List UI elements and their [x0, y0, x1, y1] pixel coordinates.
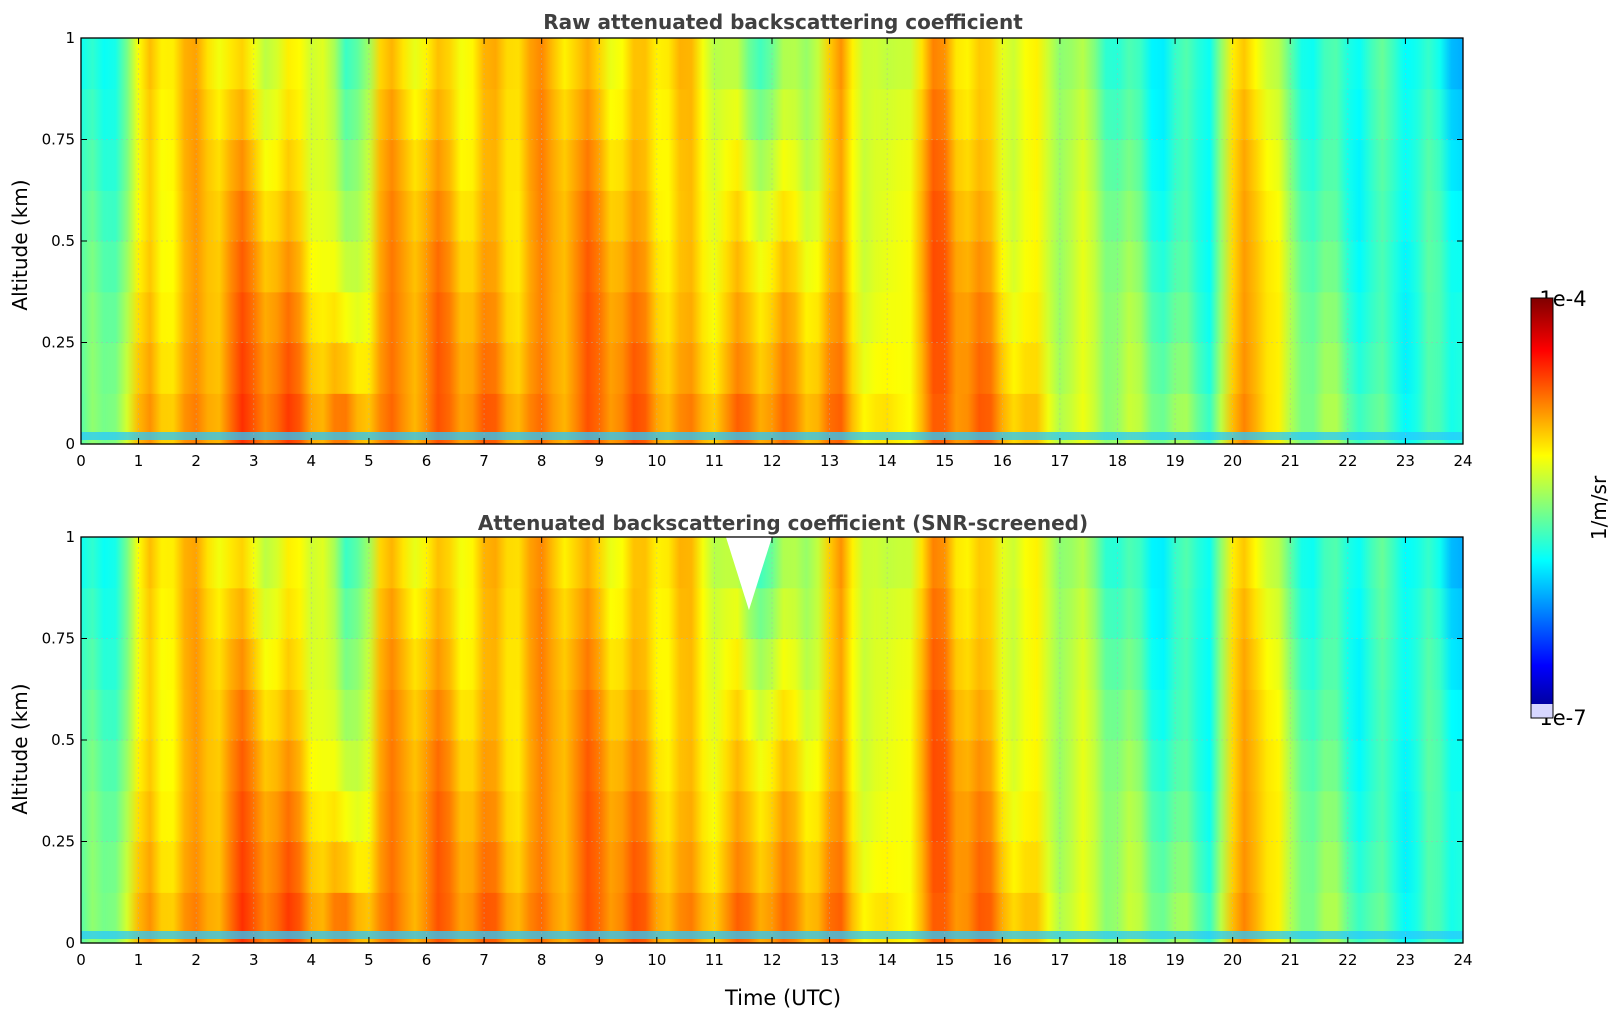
y-tick-label: 0.75 — [42, 630, 75, 648]
x-tick-label: 4 — [307, 452, 317, 470]
y-tick-label: 0 — [65, 435, 75, 453]
x-tick-label: 6 — [422, 452, 432, 470]
y-axis-ticks: 0 0.25 0.5 0.75 1 — [42, 528, 1463, 952]
screened-backscatter-panel: Attenuated backscattering coefficient (S… — [8, 511, 1473, 1010]
x-tick-label: 7 — [479, 951, 489, 969]
x-tick-label: 16 — [993, 951, 1012, 969]
x-tick-label: 9 — [594, 452, 604, 470]
screened-panel-title: Attenuated backscattering coefficient (S… — [478, 511, 1088, 535]
x-tick-label: 1 — [134, 951, 144, 969]
y-tick-label: 0.5 — [51, 731, 75, 749]
y-tick-label: 0.75 — [42, 131, 75, 149]
x-tick-label: 0 — [76, 951, 86, 969]
surface-layer — [81, 931, 1463, 939]
x-tick-label: 17 — [1050, 452, 1069, 470]
x-tick-label: 16 — [993, 452, 1012, 470]
y-tick-label: 1 — [65, 528, 75, 546]
colorbar-unit-label: 1/m/sr — [1587, 475, 1611, 540]
x-tick-label: 3 — [249, 452, 259, 470]
x-tick-label: 17 — [1050, 951, 1069, 969]
x-tick-label: 10 — [647, 951, 666, 969]
x-tick-label: 2 — [191, 452, 201, 470]
x-tick-label: 8 — [537, 951, 547, 969]
x-tick-label: 22 — [1338, 452, 1357, 470]
surface-layer — [81, 432, 1463, 440]
time-axis-label: Time (UTC) — [724, 986, 841, 1010]
x-tick-label: 4 — [307, 951, 317, 969]
x-axis-ticks: 0 1 2 3 4 5 6 7 8 9 10 11 12 13 14 15 16 17 18 19 20 21 22 23 24 — [76, 537, 1473, 969]
x-tick-label: 0 — [76, 452, 86, 470]
screened-nodata-region — [725, 537, 772, 611]
x-tick-label: 22 — [1338, 951, 1357, 969]
y-tick-label: 0.25 — [42, 334, 75, 352]
x-tick-label: 14 — [878, 951, 897, 969]
raw-panel-title: Raw attenuated backscattering coefficien… — [543, 10, 1023, 34]
x-tick-label: 19 — [1166, 951, 1185, 969]
x-tick-label: 12 — [762, 452, 781, 470]
x-tick-label: 18 — [1108, 951, 1127, 969]
x-tick-label: 20 — [1223, 452, 1242, 470]
x-tick-label: 24 — [1453, 452, 1472, 470]
colorbar: 1e-4 1e-7 1/m/sr — [1530, 287, 1611, 730]
screened-panel-ylabel: Altitude (km) — [8, 683, 32, 814]
raw-panel-ylabel: Altitude (km) — [8, 179, 32, 310]
x-tick-label: 11 — [705, 452, 724, 470]
x-tick-label: 13 — [820, 951, 839, 969]
x-tick-label: 5 — [364, 951, 374, 969]
x-tick-label: 15 — [935, 452, 954, 470]
x-tick-label: 18 — [1108, 452, 1127, 470]
x-tick-label: 2 — [191, 951, 201, 969]
x-tick-label: 12 — [762, 951, 781, 969]
x-tick-label: 5 — [364, 452, 374, 470]
y-axis-ticks: 0 0.25 0.5 0.75 1 — [42, 29, 1463, 453]
x-tick-label: 11 — [705, 951, 724, 969]
x-tick-label: 14 — [878, 452, 897, 470]
colorbar-frame — [1530, 297, 1554, 719]
x-tick-label: 23 — [1396, 951, 1415, 969]
x-tick-label: 7 — [479, 452, 489, 470]
x-tick-label: 23 — [1396, 452, 1415, 470]
y-tick-label: 0.5 — [51, 232, 75, 250]
x-tick-label: 20 — [1223, 951, 1242, 969]
x-tick-label: 24 — [1453, 951, 1472, 969]
x-tick-label: 6 — [422, 951, 432, 969]
raw-backscatter-panel: Raw attenuated backscattering coefficien… — [8, 10, 1473, 470]
x-tick-label: 9 — [594, 951, 604, 969]
x-tick-label: 19 — [1166, 452, 1185, 470]
x-tick-label: 21 — [1281, 452, 1300, 470]
x-axis-ticks: 0 1 2 3 4 5 6 7 8 9 10 11 12 13 14 15 16 17 18 19 20 21 22 23 24 — [76, 38, 1473, 470]
x-tick-label: 1 — [134, 452, 144, 470]
x-tick-label: 15 — [935, 951, 954, 969]
colorbar-low-cap — [1531, 704, 1553, 718]
y-tick-label: 0.25 — [42, 833, 75, 851]
x-tick-label: 21 — [1281, 951, 1300, 969]
colorbar-gradient — [1531, 298, 1553, 718]
y-tick-label: 0 — [65, 934, 75, 952]
x-tick-label: 8 — [537, 452, 547, 470]
x-tick-label: 3 — [249, 951, 259, 969]
x-tick-label: 10 — [647, 452, 666, 470]
x-tick-label: 13 — [820, 452, 839, 470]
y-tick-label: 1 — [65, 29, 75, 47]
